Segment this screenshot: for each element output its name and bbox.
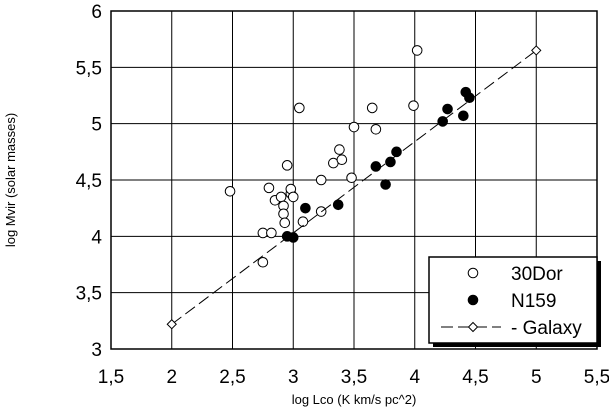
legend: 30Dor N159 - Galaxy <box>428 256 601 347</box>
data-point-30dor <box>275 191 287 203</box>
x-tick-label: 3 <box>288 367 299 388</box>
data-point-30dor <box>294 102 305 114</box>
data-point-30dor <box>315 174 327 186</box>
series-30dor <box>224 45 423 268</box>
data-point-30dor <box>278 208 289 220</box>
data-point-n159 <box>458 110 469 122</box>
x-axis-label: log Lco (K km/s pc^2) <box>292 392 417 407</box>
data-point-30dor <box>467 267 479 279</box>
data-point-30dor <box>366 102 378 114</box>
y-tick-label: 5,5 <box>76 58 102 79</box>
data-point-galaxy <box>531 45 542 56</box>
legend-items: 30Dor N159 - Galaxy <box>441 264 582 339</box>
x-tick-label: 2 <box>166 367 177 388</box>
x-tick-label: 5 <box>531 367 542 388</box>
data-point-30dor <box>408 100 419 111</box>
data-point-30dor <box>346 172 357 184</box>
data-point-n159 <box>332 199 344 211</box>
x-tick-label: 4 <box>409 367 420 388</box>
legend-label: N159 <box>511 291 556 312</box>
legend-label: - Galaxy <box>511 318 582 339</box>
y-tick-label: 6 <box>91 2 102 23</box>
y-tick-label: 5 <box>91 115 102 136</box>
data-point-30dor <box>287 191 299 203</box>
data-point-30dor <box>224 185 236 197</box>
data-point-n159 <box>370 161 382 172</box>
y-tick-label: 4 <box>91 227 102 248</box>
data-point-30dor <box>263 182 275 194</box>
tick-labels: 1,5 2 2,5 3 3,5 4 4,5 5 5,5 3 3,5 4 4,5 5 5,5 6 <box>76 2 609 388</box>
legend-box <box>428 256 598 344</box>
data-point-n159 <box>442 103 453 115</box>
data-point-30dor <box>266 227 277 239</box>
data-point-30dor <box>348 121 360 133</box>
series-galaxy <box>166 45 542 330</box>
x-tick-label: 2,5 <box>219 367 245 388</box>
x-tick-label: 4,5 <box>462 367 488 388</box>
data-point-n159 <box>467 294 479 306</box>
y-tick-label: 3,5 <box>76 284 102 305</box>
plot-frame <box>110 10 598 350</box>
data-point-30dor <box>370 124 382 135</box>
x-tick-label: 3,5 <box>341 367 367 388</box>
data-point-n159 <box>287 232 299 243</box>
series-n159 <box>281 86 475 243</box>
x-tick-label: 1,5 <box>98 367 124 388</box>
series-layer <box>166 45 542 330</box>
legend-label: 30Dor <box>511 264 563 285</box>
data-point-n159 <box>380 179 391 190</box>
data-point-30dor <box>411 45 423 56</box>
data-point-n159 <box>385 156 396 168</box>
data-point-30dor <box>281 160 293 171</box>
legend-item-30dor: 30Dor <box>467 264 563 285</box>
y-tick-label: 4,5 <box>76 171 102 192</box>
data-point-30dor <box>257 256 269 268</box>
x-tick-label: 5,5 <box>584 367 609 388</box>
y-tick-label: 3 <box>91 340 102 361</box>
data-point-30dor <box>279 217 291 229</box>
galaxy-fit-line <box>171 50 537 325</box>
data-point-galaxy <box>467 321 479 333</box>
y-axis-label: log Mvir (solar masses) <box>3 113 18 247</box>
data-point-n159 <box>464 92 475 104</box>
data-point-galaxy <box>166 319 177 330</box>
data-point-30dor <box>336 154 348 166</box>
data-point-n159 <box>300 202 311 214</box>
grid <box>111 11 597 349</box>
legend-item-n159: N159 <box>467 291 556 312</box>
legend-item-galaxy: - Galaxy <box>441 318 582 339</box>
data-point-30dor <box>334 144 345 155</box>
data-point-n159 <box>391 146 402 158</box>
